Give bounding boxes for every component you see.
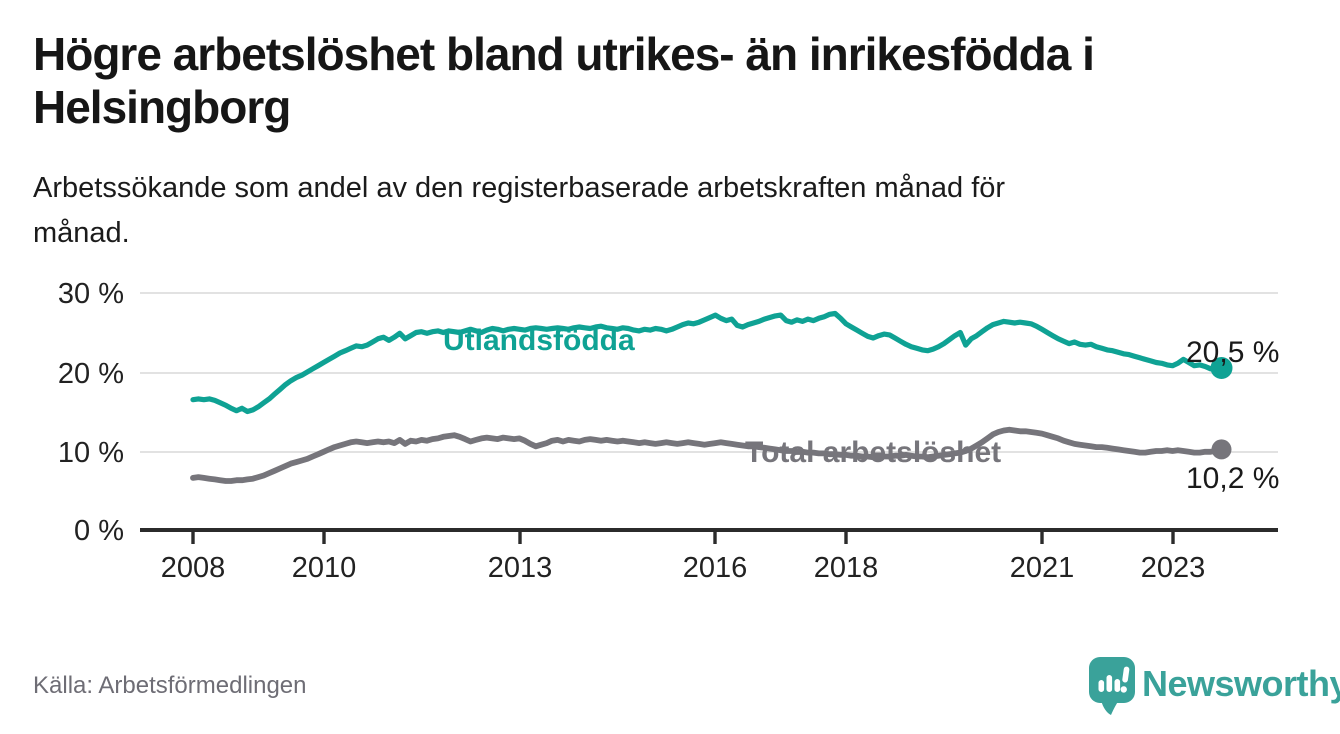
x-axis: 2008 2010 2013 2016 2018 2021 2023 (140, 528, 1278, 584)
end-value-label-0: 20,5 % (1186, 336, 1279, 369)
x-axis-ticks (191, 530, 1175, 544)
newsworthy-logo-text: Newsworthy (1142, 663, 1340, 704)
y-tick-label-30: 30 % (58, 278, 124, 310)
y-tick-label-20: 20 % (58, 358, 124, 390)
x-tick-label-2021: 2021 (1010, 552, 1075, 584)
x-tick-label-2010: 2010 (292, 552, 357, 584)
x-tick-label-2018: 2018 (814, 552, 879, 584)
x-axis-labels: 2008 2010 2013 2016 2018 2021 2023 (161, 552, 1206, 584)
line-chart: 30 % 20 % 10 % 0 % Utlandsfödda Total ar… (58, 278, 1280, 584)
x-tick-label-2008: 2008 (161, 552, 226, 584)
series-label-1: Total arbetslöshet (745, 436, 1001, 469)
page-title-line-1: Högre arbetslöshet bland utrikes- än inr… (33, 28, 1095, 80)
x-tick-label-2023: 2023 (1141, 552, 1206, 584)
speech-bubble-tail (1101, 700, 1119, 715)
chart-subtitle: Arbetssökande som andel av den registerb… (33, 166, 1273, 256)
y-tick-label-10: 10 % (58, 437, 124, 469)
page-title-line-2: Helsingborg (33, 81, 291, 133)
y-axis-labels: 30 % 20 % 10 % 0 % (58, 278, 124, 547)
x-tick-label-2016: 2016 (683, 552, 748, 584)
chart-subtitle-line-1: Arbetssökande som andel av den registerb… (33, 172, 1006, 204)
series-dot-0 (1210, 357, 1233, 379)
page-title: Högre arbetslöshet bland utrikes- än inr… (33, 28, 1303, 134)
exclamation-glyph (1120, 666, 1130, 693)
series-label-0: Utlandsfödda (443, 324, 635, 357)
end-value-label-1: 10,2 % (1186, 462, 1279, 495)
chart-subtitle-line-2: månad. (33, 217, 130, 249)
newsworthy-speech-bubble-bar-chart-icon (1089, 657, 1135, 715)
x-tick-label-2013: 2013 (488, 552, 553, 584)
y-tick-label-0: 0 % (74, 515, 124, 547)
series-line-1 (190, 426, 1225, 484)
source-note: Källa: Arbetsförmedlingen (33, 672, 307, 699)
bar-chart-glyph (1098, 666, 1130, 693)
series-line-0 (190, 310, 1225, 415)
newsworthy-branding: Newsworthy (1088, 656, 1340, 716)
series-dot-1 (1211, 439, 1232, 460)
